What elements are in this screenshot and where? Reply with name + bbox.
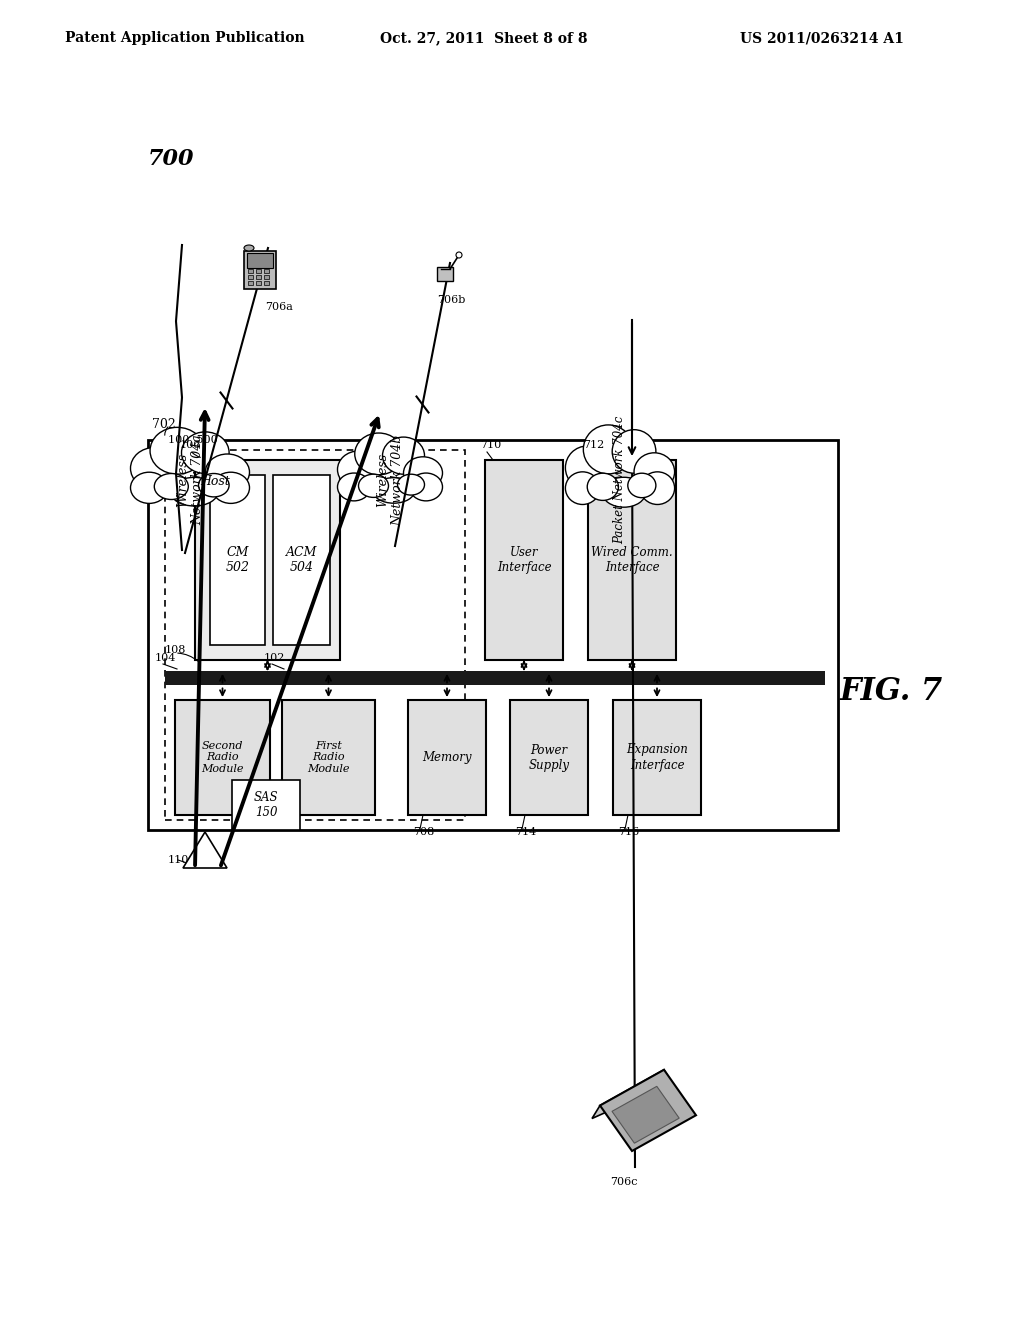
Text: Expansion
Interface: Expansion Interface: [626, 743, 688, 771]
Bar: [244, 251, 276, 289]
Text: 102: 102: [264, 653, 286, 663]
Bar: [148, 440, 838, 830]
Text: Memory: Memory: [422, 751, 472, 764]
Bar: [248, 281, 253, 285]
Text: 108: 108: [165, 645, 186, 655]
Bar: [613, 700, 701, 814]
Text: 110: 110: [168, 855, 189, 865]
Ellipse shape: [181, 432, 229, 474]
Text: Patent Application Publication: Patent Application Publication: [65, 30, 304, 45]
Text: First
Radio
Module: First Radio Module: [307, 741, 350, 774]
Ellipse shape: [628, 473, 656, 498]
Ellipse shape: [373, 478, 415, 503]
Text: FIG. 7: FIG. 7: [840, 676, 943, 708]
Text: 700: 700: [148, 148, 195, 170]
Text: 706a: 706a: [265, 302, 293, 312]
Text: Wired Comm.
Interface: Wired Comm. Interface: [591, 546, 673, 574]
Text: ACM
504: ACM 504: [286, 546, 317, 574]
Text: 106: 106: [180, 440, 202, 450]
Bar: [165, 671, 825, 685]
Ellipse shape: [565, 471, 600, 504]
Text: Second
Radio
Module: Second Radio Module: [202, 741, 244, 774]
Bar: [247, 253, 273, 268]
Text: 100, 500: 100, 500: [168, 434, 218, 444]
Ellipse shape: [212, 473, 250, 503]
Text: US 2011/0263214 A1: US 2011/0263214 A1: [740, 30, 904, 45]
Ellipse shape: [358, 474, 388, 498]
Ellipse shape: [602, 478, 646, 507]
Ellipse shape: [410, 473, 442, 500]
Bar: [248, 269, 253, 273]
Text: 710: 710: [480, 440, 502, 450]
Ellipse shape: [397, 474, 425, 495]
Ellipse shape: [338, 451, 380, 488]
Bar: [256, 275, 261, 279]
Bar: [165, 450, 465, 820]
Bar: [248, 275, 253, 279]
Text: 716: 716: [618, 828, 639, 837]
Text: Host: Host: [200, 475, 229, 488]
Text: 104: 104: [155, 653, 176, 663]
Bar: [264, 275, 269, 279]
Bar: [256, 281, 261, 285]
Ellipse shape: [155, 474, 188, 499]
Ellipse shape: [130, 473, 168, 503]
Text: Wireless
Network 704a: Wireless Network 704a: [176, 434, 204, 525]
Ellipse shape: [612, 430, 656, 473]
Text: Power
Supply: Power Supply: [528, 743, 569, 771]
Ellipse shape: [170, 478, 218, 506]
Polygon shape: [592, 1069, 672, 1118]
Bar: [437, 267, 453, 281]
Text: Packet Network 704c: Packet Network 704c: [613, 416, 627, 544]
Ellipse shape: [403, 457, 442, 490]
Ellipse shape: [587, 473, 618, 500]
Polygon shape: [612, 1086, 679, 1143]
Ellipse shape: [640, 471, 675, 504]
Bar: [256, 269, 261, 273]
Bar: [195, 459, 340, 660]
Bar: [264, 269, 269, 273]
Ellipse shape: [634, 453, 675, 491]
Text: SAS
150: SAS 150: [254, 791, 279, 818]
Ellipse shape: [354, 433, 402, 475]
Ellipse shape: [205, 454, 250, 491]
Ellipse shape: [130, 447, 178, 490]
Circle shape: [456, 252, 462, 257]
Polygon shape: [183, 832, 227, 869]
Bar: [485, 459, 563, 660]
Ellipse shape: [565, 446, 609, 490]
Ellipse shape: [199, 474, 229, 496]
Bar: [408, 700, 486, 814]
Ellipse shape: [383, 437, 425, 474]
Ellipse shape: [244, 246, 254, 251]
Bar: [232, 780, 300, 830]
Text: 702: 702: [152, 418, 176, 432]
Polygon shape: [600, 1069, 696, 1151]
Bar: [210, 475, 265, 645]
Text: 712: 712: [583, 440, 604, 450]
Ellipse shape: [584, 425, 633, 474]
Bar: [588, 459, 676, 660]
Bar: [273, 475, 330, 645]
Text: Oct. 27, 2011  Sheet 8 of 8: Oct. 27, 2011 Sheet 8 of 8: [380, 30, 588, 45]
Text: CM
502: CM 502: [225, 546, 250, 574]
Bar: [264, 281, 269, 285]
Bar: [510, 700, 588, 814]
Ellipse shape: [151, 428, 205, 474]
Bar: [175, 700, 270, 814]
Text: 708: 708: [413, 828, 434, 837]
Text: User
Interface: User Interface: [497, 546, 551, 574]
Ellipse shape: [338, 473, 371, 500]
Text: 714: 714: [515, 828, 537, 837]
Text: Wireless
Network 704b: Wireless Network 704b: [376, 434, 404, 525]
Text: 706b: 706b: [437, 294, 465, 305]
Bar: [282, 700, 375, 814]
Text: 706c: 706c: [610, 1177, 638, 1187]
